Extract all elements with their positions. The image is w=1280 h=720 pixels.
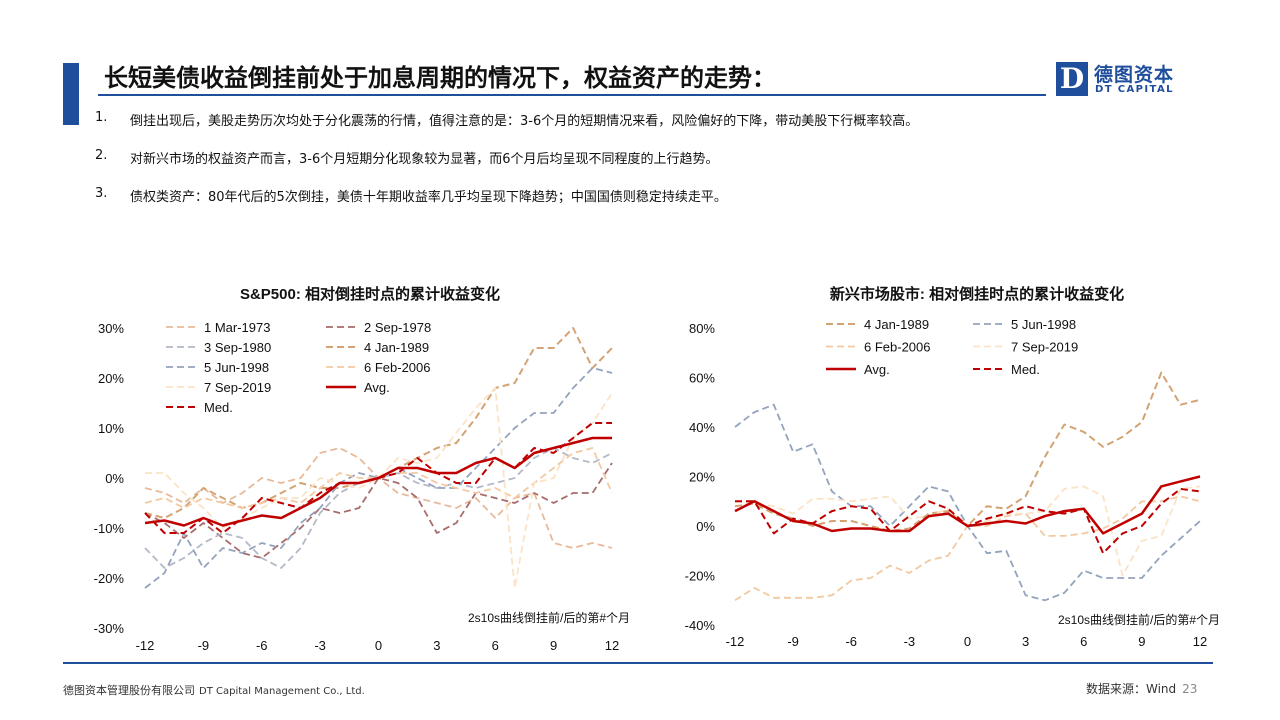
legend-label: Avg. [364,380,390,395]
bullet-text: 债权类资产：80年代后的5次倒挂，美债十年期收益率几乎均呈现下降趋势；中国国债则… [130,190,727,205]
series-line-3 [734,495,1201,602]
bullet-number: 3. [95,186,108,201]
company-name-en: DT Capital Management Co., Ltd. [199,686,365,697]
series-line-7 [145,387,613,589]
x-tick-label: 0 [375,638,382,653]
legend-label: 6 Feb-2006 [364,360,431,375]
footer-divider [63,662,1213,664]
y-tick-label: 40% [689,420,715,435]
x-tick-label: 12 [605,638,619,653]
x-tick-label: 3 [1022,634,1029,649]
y-tick-label: -20% [94,571,125,586]
series-line-2 [734,403,1201,602]
y-tick-label: 10% [98,421,124,436]
x-tick-label: -9 [198,638,210,653]
bullet-text: 倒挂出现后，美股走势历次均处于分化震荡的行情，值得注意的是：3-6个月的短期情况… [130,114,919,129]
x-tick-label: 6 [492,638,499,653]
y-tick-label: -10% [94,521,125,536]
logo-mark-icon: D [1056,62,1088,96]
x-tick-label: -6 [845,634,857,649]
series-line-4 [734,485,1201,577]
series-line-4 [144,327,613,519]
legend-label: 4 Jan-1989 [864,317,929,332]
x-tick-label: -6 [256,638,268,653]
title-underline [98,94,1046,96]
legend-label: 5 Jun-1998 [1011,317,1076,332]
logo-text-cn: 德图资本 [1094,64,1175,86]
x-axis-label: 2s10s曲线倒挂前/后的第#个月 [468,610,630,625]
chart-title: 新兴市场股市: 相对倒挂时点的累计收益变化 [830,285,1124,303]
chart-2: 新兴市场股市: 相对倒挂时点的累计收益变化 -40% -20% 0% 20% 40% 60%… [685,285,1220,649]
y-tick-label: 20% [98,371,124,386]
x-tick-label: -12 [136,638,155,653]
y-tick-label: 20% [689,470,715,485]
company-logo: D 德图资本 DT CAPITAL [1056,62,1186,98]
legend-label: 7 Sep-2019 [204,380,271,395]
chart-1: S&P500: 相对倒挂时点的累计收益变化 -30% -20% -10% 0% 10% 20… [94,285,630,653]
footer-company: 德图资本管理股份有限公司 DT Capital Management Co., L… [63,682,365,698]
y-tick-label: -20% [685,569,716,584]
y-tick-label: 0% [696,519,715,534]
x-tick-label: -12 [726,634,745,649]
legend-label: 6 Feb-2006 [864,340,931,355]
series-line-6 [735,487,1201,555]
x-tick-label: 0 [964,634,971,649]
x-tick-label: 3 [433,638,440,653]
bullet-number: 1. [95,110,108,125]
legend-label: Med. [1011,362,1040,377]
y-tick-label: 80% [689,321,715,336]
series-line-1 [734,371,1201,532]
legend-label: 4 Jan-1989 [364,340,429,355]
company-name-cn: 德图资本管理股份有限公司 [63,684,195,697]
series-line-3 [144,447,613,569]
chart-title: S&P500: 相对倒挂时点的累计收益变化 [240,285,500,303]
x-tick-label: 6 [1080,634,1087,649]
logo-text-en: DT CAPITAL [1095,84,1174,95]
y-tick-label: -30% [94,621,125,636]
legend-label: Med. [204,400,233,415]
series-line-9 [144,422,612,534]
data-source: 数据来源：Wind [1086,682,1177,696]
legend-label: 5 Jun-1998 [204,360,269,375]
title-accent-bar [63,63,79,125]
series-line-2 [144,462,613,559]
y-tick-label: 30% [98,321,124,336]
x-tick-label: -9 [787,634,799,649]
x-axis-label: 2s10s曲线倒挂前/后的第#个月 [1058,612,1220,627]
x-tick-label: -3 [314,638,326,653]
bullet-text: 对新兴市场的权益资产而言，3-6个月短期分化现象较为显著，而6个月后均呈现不同程… [130,152,719,167]
x-tick-label: 9 [550,638,557,653]
legend-label: Avg. [864,362,890,377]
footer-source: 数据来源：Wind 23 [1086,680,1197,697]
legend-label: 1 Mar-1973 [204,320,270,335]
page-number: 23 [1182,682,1198,696]
y-tick-label: -40% [685,618,716,633]
bullet-number: 2. [95,148,108,163]
series-line-5 [144,367,613,589]
y-tick-label: 0% [105,471,124,486]
legend-label: 7 Sep-2019 [1011,340,1078,355]
page-title: 长短美债收益倒挂前处于加息周期的情况下，权益资产的走势： [104,64,776,92]
x-tick-label: 12 [1193,634,1207,649]
x-tick-label: -3 [904,634,916,649]
y-tick-label: 60% [689,371,715,386]
legend-label: 3 Sep-1980 [204,340,271,355]
x-tick-label: 9 [1138,634,1145,649]
legend-label: 2 Sep-1978 [364,320,431,335]
